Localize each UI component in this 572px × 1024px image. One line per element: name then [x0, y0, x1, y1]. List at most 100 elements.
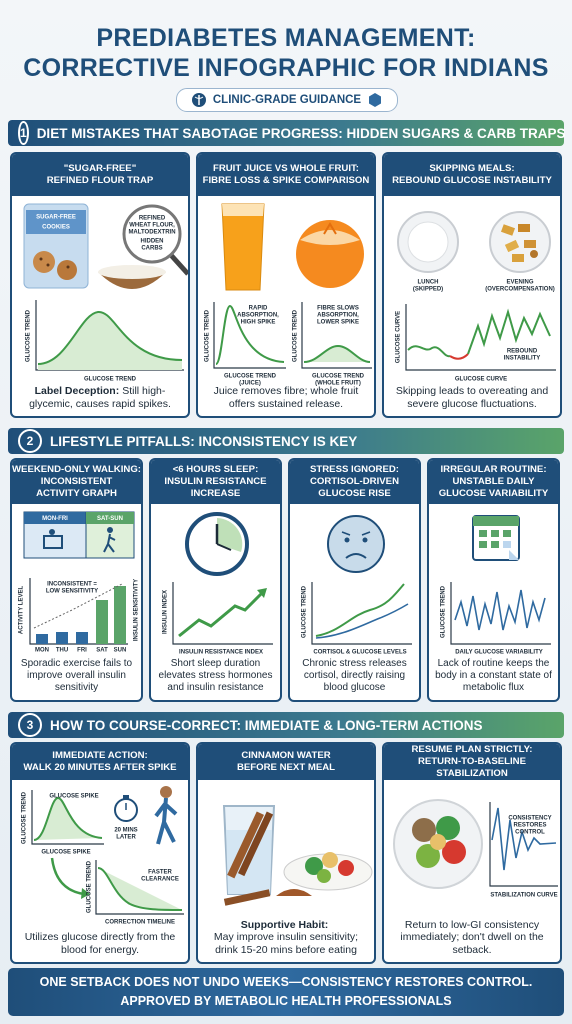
label: EVENING [506, 280, 533, 286]
card-caption: Juice removes fibre; whole fruit offers … [204, 385, 368, 410]
card-title-line: CINNAMON WATER [241, 750, 331, 761]
shape-path [172, 582, 273, 645]
main-title: PREDIABETES MANAGEMENT: [96, 24, 476, 52]
card: GLUCOSE TREND DAILY GLUCOSE VARIABILITY … [427, 458, 560, 702]
shape-path [300, 230, 360, 245]
shape-rect [26, 210, 86, 234]
footer-line: ONE SETBACK DOES NOT UNDO WEEKS—CONSISTE… [39, 975, 533, 989]
shape-circle [122, 204, 182, 264]
card-caption: Supportive Habit: May improve insulin sen… [204, 919, 368, 957]
illustration: RAPID ABSORPTION, HIGH SPIKE FIBRE SLOWS… [205, 203, 372, 387]
card: GLUCOSE TREND CORTISOL & GLUCOSE LEVELS … [288, 458, 421, 702]
label: CONSISTENCY [508, 816, 551, 822]
label: THU [56, 648, 68, 654]
label: FASTER [148, 870, 172, 876]
shape-path [221, 203, 265, 291]
label: HIDDEN [140, 239, 163, 245]
shape-polygon [369, 93, 382, 107]
label: COOKIES [42, 225, 70, 231]
shape-rect [96, 600, 108, 644]
shape-rect [479, 530, 487, 537]
section-bar: 3 HOW TO COURSE-CORRECT: IMMEDIATE & LONG… [8, 712, 564, 738]
card-caption: Utilizes glucose directly from the blood… [18, 931, 182, 956]
card-title-line: BEFORE NEXT MEAL [236, 762, 336, 773]
shape-path [215, 304, 285, 365]
label: GLUCOSE TREND [312, 374, 365, 380]
shape-rect [227, 811, 264, 879]
shape-line [216, 543, 232, 551]
shape-circle [305, 857, 323, 875]
label: SAT-SUN [97, 516, 123, 522]
label: STABILIZATION CURVE [490, 893, 557, 899]
shape-rect [503, 541, 511, 548]
shape-path [154, 797, 178, 845]
shape-circle [317, 869, 331, 883]
shape-path [81, 888, 90, 899]
label: RESTORES [514, 823, 547, 829]
card-title: WEEKEND-ONLY WALKING: INCONSISTENT ACTIVIT… [12, 460, 141, 504]
card-title-line: WALK 20 MINUTES AFTER SPIKE [23, 762, 177, 773]
illustration: INSULIN INDEX INSULIN RESISTANCE INDEX [163, 512, 273, 656]
card-title-line: RESUME PLAN STRICTLY: [411, 744, 533, 755]
shape-circle [66, 265, 70, 269]
shape-circle [33, 251, 55, 273]
card-title-line: INSULIN RESISTANCE [164, 476, 267, 487]
shape-circle [430, 834, 446, 850]
shape-path [213, 302, 286, 369]
shape-circle [442, 840, 466, 864]
shape-circle [338, 860, 354, 876]
card: LUNCH (SKIPPED) EVENING (OVERCOMPENSATIO… [382, 152, 562, 418]
shape-circle [436, 816, 460, 840]
shape-rect [114, 586, 126, 644]
shape-rect [36, 634, 48, 644]
label: CORTISOL & GLUCOSE LEVELS [313, 650, 406, 656]
label: (JUICE) [239, 381, 261, 387]
label: MON [35, 648, 49, 654]
label: (SKIPPED) [413, 287, 443, 293]
shape-rect [43, 535, 63, 549]
caption-text: Chronic stress releases cortisol, direct… [302, 658, 407, 693]
shape-path [303, 344, 371, 363]
label: GLUCOSE TREND [302, 585, 308, 638]
shape-path [95, 860, 184, 915]
card-title-line: GLUCOSE RISE [318, 488, 391, 499]
card-caption: Return to low-GI consistency immediately… [390, 919, 554, 957]
caption-text: Short sleep duration elevates stress hor… [158, 658, 273, 693]
label: GLUCOSE TREND [84, 377, 137, 383]
shape-path [491, 807, 557, 871]
card-title-line: UNSTABLE DAILY [452, 476, 535, 487]
shape-circle [39, 257, 43, 261]
shape-path [454, 589, 546, 631]
label: GLUCOSE TREND [22, 791, 28, 844]
footer-line: APPROVED BY METABOLIC HEALTH PROFESSIONA… [120, 994, 452, 1008]
shape-rect [518, 224, 530, 232]
shape-line [168, 252, 188, 276]
shape-circle [46, 263, 50, 267]
shape-rect [512, 254, 524, 262]
shape-path [29, 578, 128, 645]
shape-circle [160, 786, 172, 798]
section-number: 3 [18, 713, 42, 737]
label: LOWER SPIKE [317, 320, 359, 326]
label: SAT [96, 648, 108, 654]
shape-rect [491, 541, 499, 548]
shape-rect [503, 530, 511, 537]
label: (OVERCOMPENSATION) [485, 287, 555, 293]
card-title: <6 HOURS SLEEP: INSULIN RESISTANCE INCREAS… [151, 460, 280, 504]
shape-path [178, 590, 265, 638]
shape-path [217, 518, 243, 552]
card-title-line: INCONSISTENT [40, 476, 113, 487]
label: INSULIN INDEX [163, 590, 169, 634]
caption-lead: Supportive Habit: [240, 918, 329, 931]
shape-path [450, 582, 551, 645]
label: MON-FRI [42, 516, 68, 522]
shape-path [467, 308, 551, 355]
main-title: CORRECTIVE INFOGRAPHIC FOR INDIANS [23, 54, 549, 82]
label: CORRECTION TIMELINE [105, 920, 175, 926]
caption-text: Skipping leads to overeating and severe … [395, 385, 549, 410]
shape-circle [322, 852, 338, 868]
shape-path [489, 802, 558, 887]
shape-circle [489, 211, 551, 273]
card-caption: Label Deception: Still high-glycemic, cau… [18, 385, 182, 410]
caduceus-icon [191, 93, 206, 107]
